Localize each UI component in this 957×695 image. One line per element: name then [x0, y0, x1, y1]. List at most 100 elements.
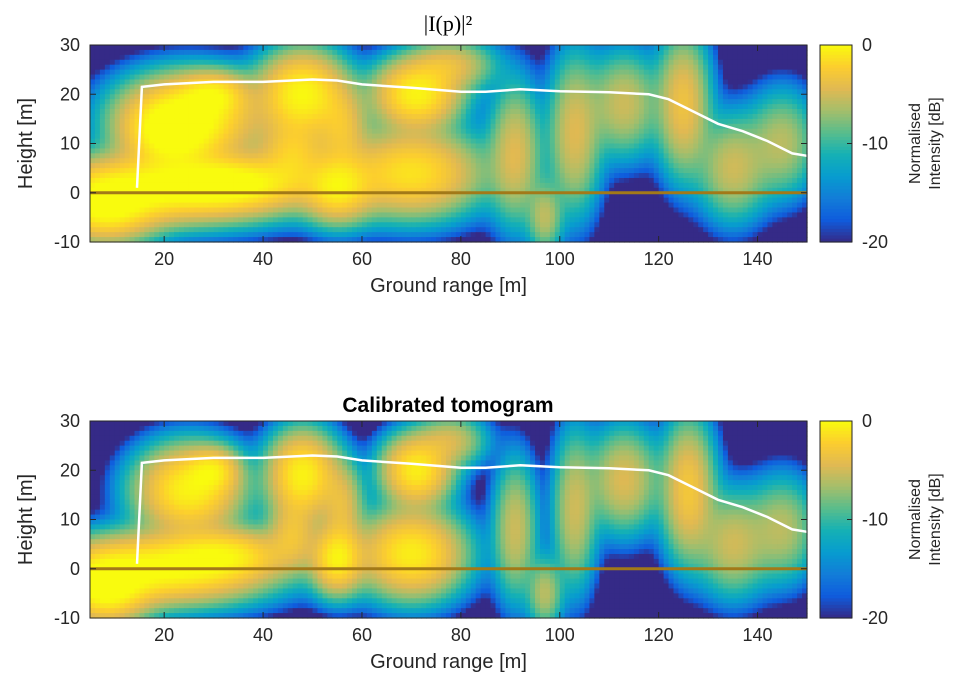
heatmap-cell [653, 118, 660, 125]
heatmap-cell [599, 94, 605, 100]
heatmap-cell [539, 202, 546, 209]
heatmap-cell [505, 54, 511, 61]
heatmap-cell [455, 113, 462, 120]
heatmap-cell [253, 153, 259, 159]
heatmap-cell [549, 158, 556, 164]
heatmap-cell [124, 207, 131, 214]
heatmap-cell [802, 143, 808, 150]
heatmap-cell [549, 74, 556, 81]
heatmap-cell [99, 173, 106, 179]
heatmap-cell [708, 197, 714, 204]
heatmap-cell [554, 168, 561, 174]
heatmap-cell [139, 148, 145, 154]
heatmap-cell [465, 207, 472, 214]
heatmap-cell [455, 74, 462, 81]
heatmap-cell [104, 177, 111, 184]
heatmap-cell [129, 158, 136, 164]
heatmap-cell [515, 177, 521, 184]
heatmap-cell [193, 89, 200, 95]
heatmap-cell [648, 197, 655, 204]
heatmap-cell [272, 138, 279, 145]
heatmap-cell [455, 109, 462, 115]
heatmap-cell [183, 74, 190, 81]
heatmap-cell [624, 168, 630, 174]
heatmap-cell [124, 59, 131, 66]
heatmap-cell [238, 99, 244, 105]
heatmap-cell [431, 54, 437, 61]
heatmap-cell [767, 182, 773, 189]
heatmap-cell [698, 168, 704, 174]
heatmap-cell [460, 173, 467, 179]
heatmap-cell [371, 143, 378, 150]
heatmap-cell [772, 104, 778, 110]
heatmap-cell [638, 79, 645, 85]
heatmap-cell [268, 54, 274, 61]
heatmap-cell [391, 148, 398, 154]
heatmap-cell [505, 45, 511, 51]
heatmap-cell [480, 64, 487, 71]
heatmap-cell [455, 182, 462, 189]
heatmap-cell [386, 168, 393, 174]
heatmap-cell [416, 118, 422, 125]
heatmap-cell [475, 74, 482, 81]
heatmap-cell [327, 182, 333, 189]
heatmap-cell [218, 153, 225, 159]
heatmap-cell [648, 177, 655, 184]
heatmap-cell [633, 54, 640, 61]
heatmap-cell [139, 123, 145, 130]
heatmap-cell [169, 173, 175, 179]
heatmap-cell [233, 143, 239, 150]
heatmap-cell [693, 123, 699, 130]
heatmap-cell [376, 192, 383, 199]
heatmap-cell [599, 123, 605, 130]
heatmap-cell [213, 84, 220, 90]
heatmap-cell [787, 177, 793, 184]
heatmap-cell [287, 163, 294, 169]
heatmap-cell [263, 143, 269, 150]
heatmap-cell [485, 128, 492, 135]
heatmap-cell [144, 118, 150, 125]
heatmap-cell [124, 45, 131, 51]
heatmap-cell [530, 113, 536, 120]
heatmap-cell [248, 133, 254, 140]
heatmap-cell [599, 158, 605, 164]
heatmap-cell [164, 64, 170, 71]
heatmap-cell [386, 133, 393, 140]
heatmap-cell [119, 128, 126, 135]
heatmap-cell [159, 74, 165, 81]
heatmap-cell [470, 173, 477, 179]
heatmap-cell [159, 192, 165, 199]
heatmap-cell [678, 99, 684, 105]
heatmap-cell [357, 84, 363, 90]
heatmap-cell [421, 158, 427, 164]
heatmap-cell [179, 69, 185, 76]
heatmap-cell [169, 212, 175, 218]
heatmap-cell [179, 49, 185, 56]
heatmap-cell [307, 158, 314, 164]
heatmap-cell [589, 158, 595, 164]
heatmap-cell [732, 54, 739, 61]
heatmap-cell [188, 74, 195, 81]
heatmap-cell [352, 158, 358, 164]
heatmap-cell [638, 192, 645, 199]
heatmap-cell [342, 153, 348, 159]
heatmap-cell [505, 94, 511, 100]
heatmap-cell [717, 64, 724, 71]
heatmap-cell [233, 133, 239, 140]
heatmap-cell [337, 163, 343, 169]
heatmap-cell [614, 187, 620, 194]
heatmap-cell [327, 212, 333, 218]
heatmap-cell [376, 207, 383, 214]
heatmap-cell [609, 118, 615, 125]
heatmap-cell [426, 207, 432, 214]
heatmap-cell [297, 153, 304, 159]
heatmap-cell [683, 89, 689, 95]
heatmap-cell [678, 173, 684, 179]
heatmap-cell [628, 168, 635, 174]
heatmap-cell [633, 138, 640, 145]
heatmap-cell [441, 187, 447, 194]
heatmap-cell [258, 104, 264, 110]
heatmap-cell [698, 207, 704, 214]
heatmap-cell [446, 49, 452, 56]
heatmap-cell [213, 148, 220, 154]
